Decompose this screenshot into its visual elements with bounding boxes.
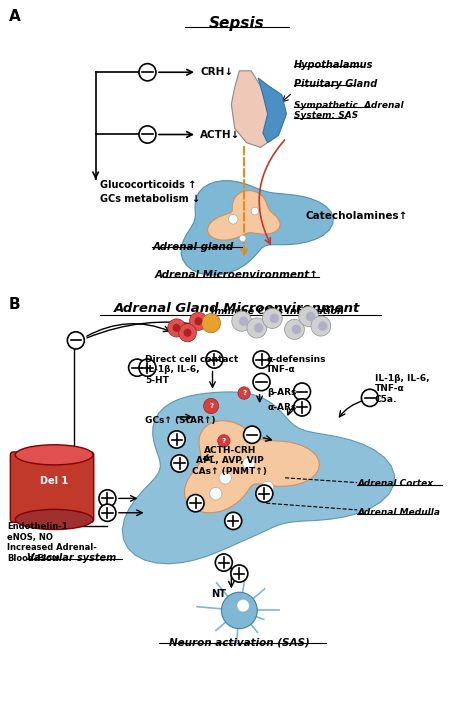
Text: Adrenal Microenvironment↑: Adrenal Microenvironment↑ (155, 270, 319, 280)
Text: β-ARs: β-ARs (268, 389, 297, 397)
Text: NT: NT (211, 589, 226, 599)
Text: ACTH-CRH
APL, AVP, VIP
CAs↑ (PNMT↑): ACTH-CRH APL, AVP, VIP CAs↑ (PNMT↑) (192, 446, 267, 476)
Text: Adrenal gland: Adrenal gland (152, 242, 233, 252)
Text: Direct cell contact
IL-1β, IL-6,
5-HT: Direct cell contact IL-1β, IL-6, 5-HT (145, 355, 238, 384)
Text: α-defensins
TNF-α: α-defensins TNF-α (266, 355, 326, 374)
Circle shape (218, 435, 230, 447)
Circle shape (299, 306, 319, 327)
Circle shape (237, 599, 249, 612)
Circle shape (254, 323, 264, 332)
Ellipse shape (15, 510, 93, 529)
Circle shape (239, 235, 246, 242)
Text: Immune Cells Infiltration: Immune Cells Infiltration (210, 307, 344, 316)
Circle shape (311, 316, 331, 336)
Text: A: A (9, 9, 20, 24)
Text: B: B (9, 297, 20, 312)
Circle shape (284, 319, 304, 340)
Circle shape (173, 324, 181, 332)
Circle shape (139, 126, 156, 143)
Polygon shape (208, 190, 280, 240)
Circle shape (238, 387, 250, 399)
Text: Hypothalamus: Hypothalamus (293, 60, 373, 70)
Circle shape (183, 329, 191, 337)
Circle shape (292, 324, 301, 334)
Text: IL-1β, IL-6,
TNF-α
C5a.: IL-1β, IL-6, TNF-α C5a. (374, 374, 429, 404)
Text: Adrenal Gland Microenvironment: Adrenal Gland Microenvironment (114, 302, 360, 315)
Circle shape (215, 554, 232, 571)
Text: ?: ? (222, 438, 226, 444)
Circle shape (306, 311, 315, 322)
Circle shape (67, 332, 84, 349)
Polygon shape (184, 421, 319, 513)
Circle shape (206, 351, 223, 368)
Circle shape (190, 312, 207, 330)
Circle shape (262, 481, 274, 494)
Polygon shape (231, 71, 271, 147)
Circle shape (243, 457, 255, 469)
Text: Vascular system: Vascular system (27, 553, 117, 563)
Circle shape (251, 207, 259, 215)
Circle shape (239, 317, 248, 326)
Polygon shape (122, 392, 394, 564)
Circle shape (232, 311, 252, 331)
Circle shape (187, 495, 204, 512)
Text: Sepsis: Sepsis (209, 16, 265, 31)
Circle shape (293, 383, 310, 400)
Circle shape (139, 359, 156, 376)
Circle shape (253, 373, 270, 391)
Text: Adrenal Medulla: Adrenal Medulla (357, 508, 440, 517)
Circle shape (361, 389, 378, 407)
Polygon shape (258, 78, 286, 143)
Circle shape (228, 214, 238, 224)
Circle shape (231, 565, 248, 582)
Text: ?: ? (242, 390, 246, 396)
Circle shape (168, 319, 186, 337)
Polygon shape (181, 181, 333, 275)
Text: Catecholamines↑: Catecholamines↑ (305, 211, 408, 221)
Text: ACTH↓: ACTH↓ (200, 130, 241, 139)
Circle shape (263, 309, 282, 329)
Text: Del 1: Del 1 (40, 476, 68, 486)
Text: Glucocorticoids ↑: Glucocorticoids ↑ (100, 180, 197, 190)
Text: ?: ? (209, 403, 213, 409)
Circle shape (171, 455, 188, 472)
Circle shape (179, 324, 197, 342)
Circle shape (128, 359, 146, 376)
Circle shape (318, 322, 328, 331)
Circle shape (270, 314, 279, 323)
Text: GCs↑ (StAR↑): GCs↑ (StAR↑) (145, 415, 216, 425)
Circle shape (293, 399, 310, 416)
Text: Pituitary Gland: Pituitary Gland (293, 79, 377, 89)
Circle shape (247, 318, 267, 338)
Text: GCs metabolism ↓: GCs metabolism ↓ (100, 194, 201, 204)
Text: Adrenal Cortex: Adrenal Cortex (357, 479, 433, 488)
FancyBboxPatch shape (10, 452, 94, 522)
Circle shape (203, 398, 219, 414)
Text: Sympathetic  Adrenal
System: SAS: Sympathetic Adrenal System: SAS (293, 101, 403, 120)
Circle shape (256, 485, 273, 503)
Text: CRH↓: CRH↓ (200, 67, 233, 77)
Circle shape (225, 513, 242, 529)
Text: Neuron activation (SAS): Neuron activation (SAS) (169, 637, 310, 647)
Circle shape (139, 63, 156, 81)
Circle shape (219, 472, 231, 484)
Text: α-ARs: α-ARs (268, 402, 297, 412)
Circle shape (210, 487, 222, 500)
Circle shape (99, 504, 116, 521)
Circle shape (221, 592, 257, 629)
Circle shape (244, 426, 261, 443)
Circle shape (253, 351, 270, 368)
Text: Endothelin-1
eNOS, NO
Increased Adrenal-
Blood-Flow: Endothelin-1 eNOS, NO Increased Adrenal-… (7, 522, 97, 562)
Circle shape (99, 490, 116, 507)
Circle shape (168, 431, 185, 448)
Ellipse shape (15, 445, 93, 465)
Circle shape (201, 314, 220, 332)
Circle shape (194, 317, 202, 325)
